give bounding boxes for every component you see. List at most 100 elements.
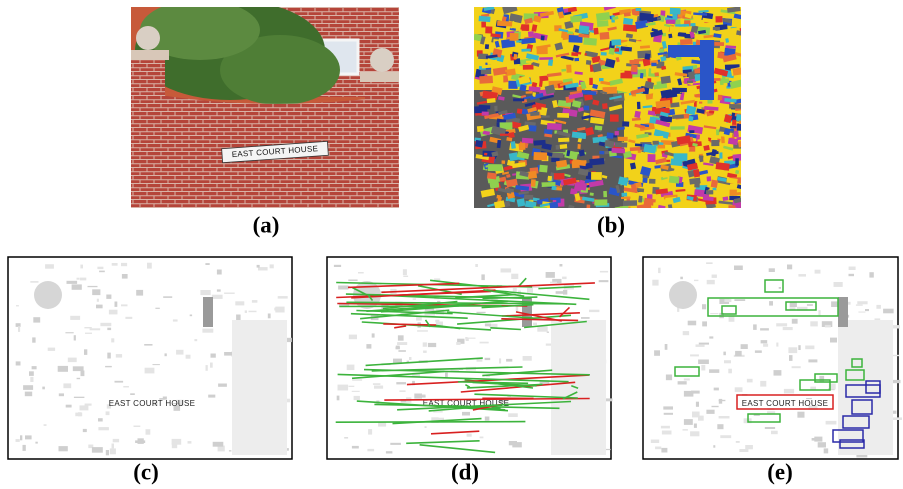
background-blob [352, 446, 359, 449]
background-blob [145, 368, 155, 374]
background-blob [734, 266, 743, 271]
background-blob [74, 397, 85, 398]
background-blob [683, 331, 689, 335]
background-blob [512, 442, 522, 447]
background-blob [824, 448, 829, 453]
background-blob [698, 416, 704, 421]
background-blob [109, 310, 118, 315]
background-blob [99, 271, 105, 273]
background-blob [690, 354, 699, 356]
segment [519, 143, 526, 151]
background-blob [560, 264, 563, 267]
background-blob [105, 366, 112, 367]
background-blob [848, 302, 851, 305]
segment [631, 64, 638, 72]
segment [621, 197, 631, 200]
background-blob [719, 416, 730, 419]
background-blob [702, 321, 707, 326]
background-blob [798, 274, 806, 277]
background-blob [163, 296, 172, 298]
background-blob [581, 317, 590, 319]
background-blob [856, 304, 863, 305]
background-blob [694, 280, 698, 281]
segment [547, 176, 552, 182]
background-blob [113, 439, 119, 442]
segment [586, 60, 591, 65]
segment [533, 206, 547, 213]
background-blob [814, 437, 822, 442]
background-blob [249, 311, 257, 313]
background-blob [684, 378, 690, 380]
background-blob [115, 381, 124, 383]
segment [623, 200, 637, 206]
segment [484, 153, 487, 156]
background-blob [338, 385, 349, 391]
background-blob [651, 440, 659, 444]
background-blob [481, 274, 484, 280]
background-blob [398, 335, 404, 340]
background-blob [428, 343, 436, 347]
background-blob [669, 281, 697, 309]
background-blob [834, 282, 843, 287]
segment [490, 181, 500, 188]
background-blob [563, 290, 567, 295]
background-blob [477, 312, 486, 313]
segment [688, 207, 698, 214]
segment [707, 176, 712, 181]
background-blob [423, 351, 427, 353]
background-blob [728, 369, 732, 374]
segment [566, 65, 571, 73]
background-blob [527, 288, 533, 293]
background-blob [258, 267, 268, 270]
segment [523, 65, 534, 70]
background-blob [399, 390, 405, 392]
background-blob [32, 337, 35, 342]
segment [599, 151, 604, 155]
background-blob [217, 289, 221, 291]
background-blob [765, 427, 775, 429]
panel-label: (e) [767, 459, 793, 484]
pair-line [339, 306, 501, 307]
background-blob [808, 359, 817, 362]
background-blob [155, 308, 159, 309]
background-blob [769, 268, 775, 272]
background-blob [849, 274, 855, 276]
segment [659, 48, 664, 52]
background-blob [106, 295, 111, 299]
background-blob [783, 327, 793, 330]
background-blob [173, 319, 178, 321]
background-blob [792, 366, 801, 368]
background-blob [358, 272, 364, 274]
segment [739, 121, 751, 125]
background-blob [125, 317, 132, 319]
segment [635, 144, 642, 147]
background-blob [694, 424, 697, 428]
background-blob [352, 379, 362, 381]
background-blob [435, 320, 439, 323]
background-blob [81, 371, 85, 377]
background-blob [217, 270, 222, 275]
segment [509, 33, 518, 41]
segment [533, 152, 547, 160]
background-blob [664, 413, 673, 415]
segment [595, 125, 603, 130]
background-blob [818, 310, 820, 315]
background-blob [96, 305, 103, 309]
segment [548, 59, 553, 66]
background-blob [893, 417, 902, 420]
segment [661, 76, 671, 84]
segment [634, 111, 641, 118]
segment [500, 134, 513, 136]
background-blob [683, 429, 688, 431]
background-blob [34, 281, 62, 309]
segment [699, 102, 702, 104]
background-blob [466, 338, 469, 341]
segment [719, 24, 728, 30]
segment [689, 116, 694, 122]
background-blob [511, 274, 518, 279]
background-blob [760, 381, 766, 387]
segment [513, 54, 517, 59]
segment [602, 103, 608, 109]
background-blob [30, 377, 33, 382]
background-blob [760, 328, 769, 330]
